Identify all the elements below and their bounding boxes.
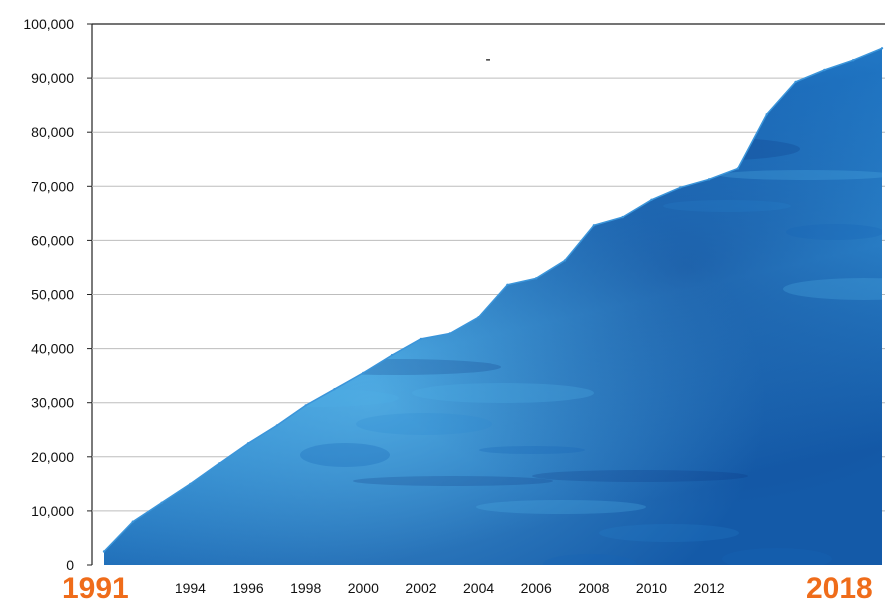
data-point-1992: [131, 520, 134, 523]
y-tick-label: 70,000: [31, 178, 74, 194]
x-tick-label: 1994: [175, 580, 206, 596]
data-point-2000: [362, 371, 365, 375]
data-point-2012: [707, 178, 711, 181]
data-point-2002: [419, 337, 423, 341]
x-tick-label: 2006: [521, 580, 552, 596]
data-point-2006: [535, 277, 538, 280]
y-tick-label: 30,000: [31, 395, 74, 411]
y-tick-label: 20,000: [31, 449, 74, 465]
data-point-1998: [304, 404, 307, 407]
data-point-2008: [592, 224, 596, 227]
y-tick-label: 10,000: [31, 503, 74, 519]
water-texture: [104, 48, 882, 566]
y-tick-label: 60,000: [31, 232, 74, 248]
x-tick-label: 2004: [463, 580, 494, 596]
x-tick-label: 1996: [233, 580, 264, 596]
data-point-1995: [218, 462, 221, 465]
data-point-2018: [880, 47, 884, 50]
x-axis-ticks: 1994 1996 1998 2000 2002 2004 2006 2008 2010 2012: [175, 580, 725, 596]
data-point-1999: [333, 388, 336, 391]
data-point-2005: [506, 283, 509, 286]
y-tick-label: 0: [66, 557, 74, 573]
x-end-year-label: 2018: [806, 572, 873, 602]
y-tick-label: 90,000: [31, 70, 74, 86]
data-point-2017: [852, 59, 855, 62]
area-top-edge: [103, 47, 883, 553]
chart-title: -: [485, 51, 490, 68]
data-point-2013: [736, 167, 740, 170]
data-point-2007: [563, 259, 567, 262]
y-tick-label: 50,000: [31, 287, 74, 303]
x-tick-label: 1998: [290, 580, 321, 596]
data-point-2016: [823, 68, 826, 72]
y-axis-ticks: 0 10,000 20,000 30,000 40,000 50,000 60,000 70,…: [23, 16, 92, 573]
data-point-2011: [679, 186, 682, 189]
data-point-2009: [621, 215, 624, 219]
x-tick-label: 2000: [348, 580, 379, 596]
y-tick-label: 80,000: [31, 124, 74, 140]
data-point-1991: [102, 550, 106, 553]
data-point-1993: [160, 501, 163, 504]
x-tick-label: 2010: [636, 580, 667, 596]
data-point-2004: [477, 316, 480, 319]
data-point-2010: [650, 198, 653, 201]
area-series: [103, 47, 883, 566]
data-point-1994: [189, 482, 192, 486]
x-start-year-label: 1991: [62, 572, 129, 602]
data-point-2003: [448, 332, 451, 335]
x-tick-label: 2002: [405, 580, 436, 596]
y-tick-label: 40,000: [31, 341, 74, 357]
data-point-1996: [246, 442, 250, 445]
data-point-1997: [275, 424, 279, 427]
x-tick-label: 2008: [578, 580, 609, 596]
data-points: [102, 47, 884, 553]
data-point-2001: [390, 353, 394, 357]
y-tick-label: 100,000: [23, 16, 74, 32]
data-point-2015: [794, 80, 797, 84]
data-point-2014: [765, 113, 768, 116]
x-tick-label: 2012: [694, 580, 725, 596]
